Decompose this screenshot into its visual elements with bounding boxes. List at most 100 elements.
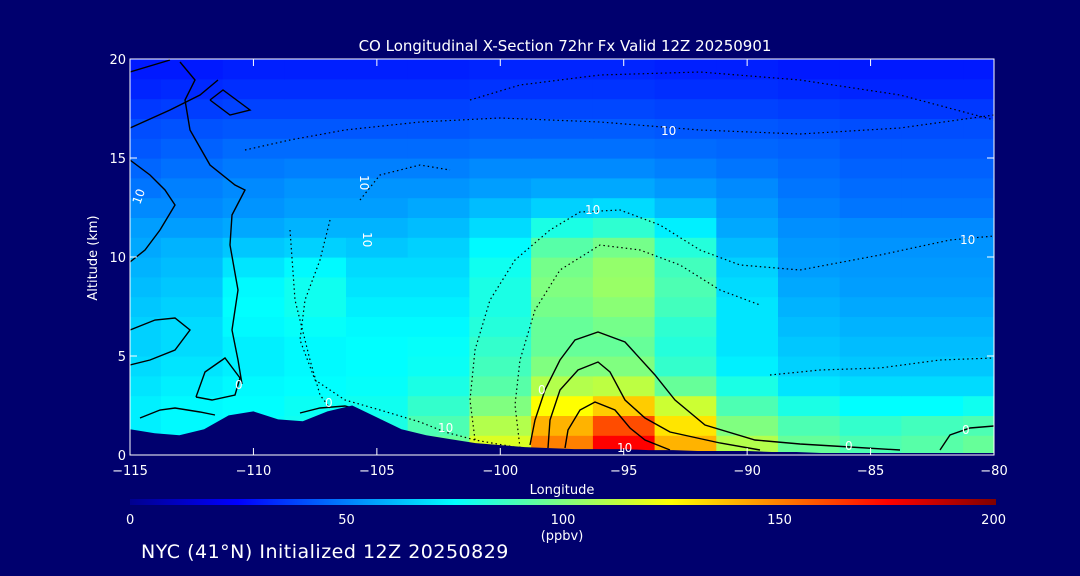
heat-cell xyxy=(654,217,717,238)
heat-cell xyxy=(839,336,902,357)
heat-cell xyxy=(778,197,841,218)
terrain xyxy=(130,405,994,455)
heat-cell xyxy=(592,177,656,199)
heat-cell xyxy=(778,59,841,80)
heat-cell xyxy=(839,276,902,298)
heat-cell xyxy=(469,197,532,218)
heat-cell xyxy=(963,138,994,159)
heat-cell xyxy=(778,177,841,199)
heat-cell xyxy=(901,395,964,416)
heat-cell xyxy=(160,177,224,199)
heat-cell xyxy=(716,336,779,357)
heat-cell xyxy=(901,138,964,159)
heat-cell xyxy=(654,197,717,218)
colorbar-units: (ppbv) xyxy=(541,529,584,544)
heat-cell xyxy=(778,356,841,377)
heat-cell xyxy=(839,217,902,238)
heat-cell xyxy=(716,316,779,337)
heat-cell xyxy=(469,395,532,416)
heat-cell xyxy=(160,78,224,100)
heat-cell xyxy=(901,98,964,119)
heat-cell xyxy=(531,257,594,278)
heat-cell xyxy=(160,316,224,337)
heat-cell xyxy=(407,78,470,100)
heat-cell xyxy=(778,237,841,258)
heat-cell xyxy=(963,197,994,218)
heat-cell xyxy=(963,59,994,80)
heat-cell xyxy=(284,356,347,377)
contour-lines xyxy=(130,59,994,451)
heat-cell xyxy=(531,217,594,238)
heat-cell xyxy=(407,316,470,337)
x-tick-label: −90 xyxy=(733,464,760,479)
colorbar-tick-label: 150 xyxy=(767,513,792,528)
heat-cell xyxy=(963,177,994,199)
heat-cell xyxy=(592,98,656,119)
heat-cell xyxy=(222,138,285,159)
colorbar-tick-label: 100 xyxy=(551,513,576,528)
heat-cell xyxy=(160,375,224,397)
heat-cell xyxy=(778,395,841,416)
heat-cell xyxy=(531,375,594,397)
heat-cell xyxy=(654,276,717,298)
heat-cell xyxy=(654,118,717,139)
heat-cell xyxy=(222,276,285,298)
heat-cell xyxy=(346,356,409,377)
heat-cell xyxy=(284,296,347,317)
heat-cell xyxy=(531,138,594,159)
heat-cell xyxy=(963,217,994,238)
heat-cell xyxy=(284,276,347,298)
heat-cell xyxy=(222,177,285,199)
heat-cell xyxy=(531,59,594,80)
heat-cell xyxy=(778,138,841,159)
heat-cell xyxy=(654,138,717,159)
heat-cell xyxy=(130,118,162,139)
heat-cell xyxy=(592,158,656,179)
heat-cell xyxy=(592,336,656,357)
heat-cell xyxy=(963,118,994,139)
heat-cell xyxy=(592,257,656,278)
plot-area xyxy=(130,59,994,455)
heat-cell xyxy=(963,375,994,397)
heat-cell xyxy=(130,296,162,317)
heat-cell xyxy=(222,336,285,357)
heat-cell xyxy=(284,138,347,159)
heat-cell xyxy=(284,158,347,179)
heat-cell xyxy=(592,78,656,100)
heat-cell xyxy=(901,197,964,218)
heat-cell xyxy=(778,375,841,397)
heat-cell xyxy=(407,257,470,278)
heat-cell xyxy=(654,237,717,258)
heat-cell xyxy=(531,177,594,199)
heat-cell xyxy=(346,316,409,337)
heat-cell xyxy=(901,158,964,179)
heat-cell xyxy=(901,59,964,80)
heat-cell xyxy=(716,177,779,199)
heat-cell xyxy=(901,217,964,238)
heat-cell xyxy=(716,197,779,218)
y-axis-label: Altitude (km) xyxy=(86,215,101,300)
heat-cell xyxy=(778,276,841,298)
heat-cell xyxy=(284,336,347,357)
heat-cell xyxy=(160,138,224,159)
heat-cell xyxy=(778,316,841,337)
heat-cell xyxy=(901,78,964,100)
heat-cell xyxy=(963,257,994,278)
heat-cell xyxy=(531,197,594,218)
heat-cell xyxy=(654,356,717,377)
heat-cell xyxy=(839,296,902,317)
heat-cell xyxy=(901,336,964,357)
heat-cell xyxy=(531,356,594,377)
heat-cell xyxy=(407,98,470,119)
heat-cell xyxy=(222,78,285,100)
heat-cell xyxy=(716,237,779,258)
heat-cell xyxy=(222,237,285,258)
heat-cell xyxy=(407,356,470,377)
heat-cell xyxy=(222,158,285,179)
heat-cell xyxy=(592,276,656,298)
heat-cell xyxy=(160,59,224,80)
heat-cell xyxy=(222,217,285,238)
heat-cell xyxy=(839,237,902,258)
heat-cell xyxy=(654,375,717,397)
